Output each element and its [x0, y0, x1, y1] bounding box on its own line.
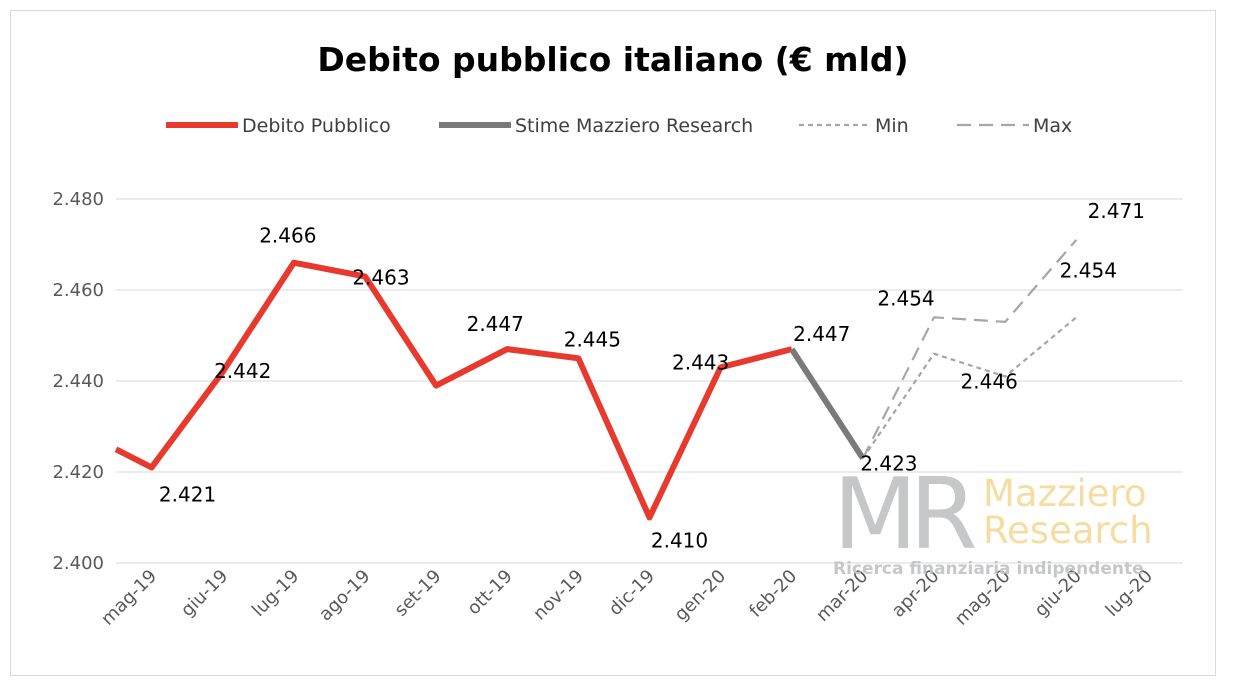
data-label: 2.454: [877, 286, 934, 310]
data-label: 2.463: [352, 265, 409, 289]
legend: Debito Pubblico Stime Mazziero Research Mi…: [166, 115, 1072, 137]
legend-label: Min: [875, 115, 909, 137]
data-label: 2.421: [159, 482, 216, 506]
series-line-debito-pubblico: [114, 259, 793, 521]
svg-text:MR: MR: [833, 458, 976, 572]
watermark-name-line2: Research: [983, 509, 1153, 552]
x-tick-label: nov-19: [529, 566, 588, 625]
y-tick-label: 2.460: [52, 280, 104, 301]
chart-frame: Debito pubblico italiano (€ mld) Debito …: [10, 10, 1216, 676]
x-tick-label: feb-20: [745, 566, 801, 622]
watermark-logo: MR Mazziero Research Ricerca finanziaria…: [833, 458, 1153, 579]
data-labels: 2.421 2.442 2.466 2.463 2.447 2.445 2.410 2.443…: [159, 199, 1145, 553]
data-label: 2.446: [961, 369, 1018, 393]
legend-label: Max: [1033, 115, 1072, 137]
data-label: 2.466: [259, 224, 316, 248]
data-label: 2.423: [860, 451, 917, 475]
x-tick-label: lug-19: [248, 566, 303, 621]
data-label: 2.447: [467, 312, 524, 336]
watermark-tagline: Ricerca finanziaria indipendente: [833, 559, 1144, 579]
x-tick-label: dic-19: [605, 566, 659, 620]
legend-label: Stime Mazziero Research: [515, 115, 753, 137]
y-tick-label: 2.400: [52, 553, 104, 574]
y-tick-label: 2.440: [52, 371, 104, 392]
data-label: 2.442: [214, 359, 271, 383]
series-line-stime-mazziero-research: [789, 347, 866, 461]
data-label: 2.454: [1060, 258, 1117, 282]
x-tick-label: giu-19: [177, 566, 232, 621]
y-axis-ticks: 2.400 2.420 2.440 2.460 2.480: [52, 189, 104, 574]
x-tick-label: mag-19: [97, 566, 161, 630]
series-line-min: [861, 316, 1078, 460]
legend-label: Debito Pubblico: [242, 115, 391, 137]
x-tick-label: set-19: [391, 566, 446, 621]
data-label: 2.410: [651, 529, 708, 553]
data-label: 2.447: [793, 322, 850, 346]
watermark-name-line1: Mazziero: [983, 472, 1147, 515]
chart-title: Debito pubblico italiano (€ mld): [317, 40, 908, 79]
x-tick-label: ott-19: [463, 566, 516, 619]
data-label: 2.443: [672, 350, 729, 374]
gridlines: [116, 198, 1183, 564]
chart: Debito pubblico italiano (€ mld) Debito …: [52, 40, 1183, 630]
data-label: 2.471: [1088, 199, 1145, 223]
y-tick-label: 2.420: [52, 462, 104, 483]
x-tick-label: gen-20: [671, 566, 731, 626]
data-label: 2.445: [564, 327, 621, 351]
series-lines: [114, 239, 1078, 521]
x-tick-label: ago-19: [315, 566, 375, 626]
series-line-max: [861, 239, 1078, 459]
y-tick-label: 2.480: [52, 189, 104, 210]
